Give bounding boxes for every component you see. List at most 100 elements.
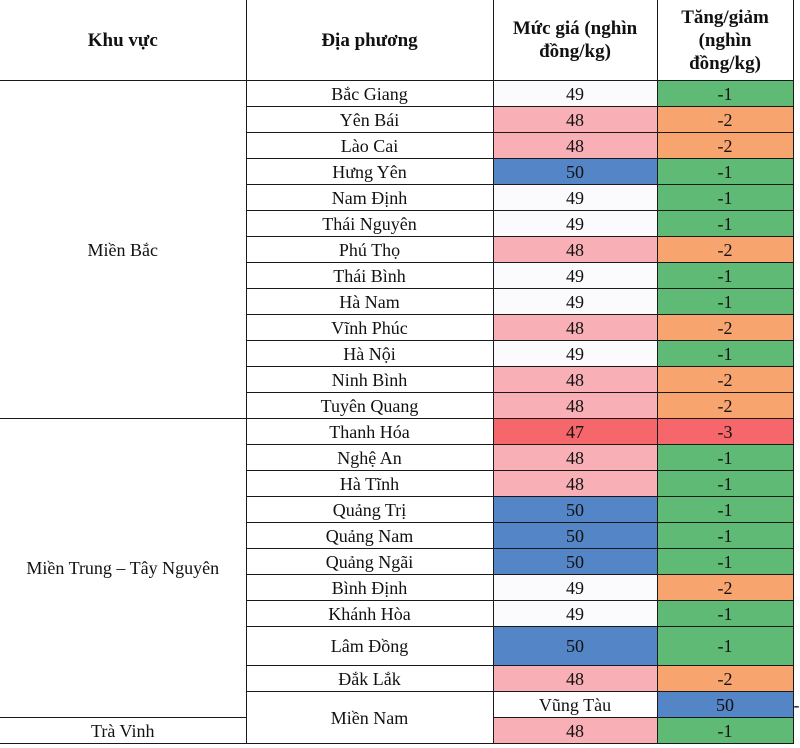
locality-cell: Vĩnh Phúc	[246, 314, 494, 341]
table-row: Khánh Hòa 49 -1	[0, 600, 794, 627]
price-cell: 48	[492, 444, 658, 471]
locality-cell: Yên Bái	[246, 106, 494, 133]
locality-cell: Nam Định	[246, 184, 494, 211]
change-cell: -2	[656, 132, 794, 159]
change-cell: -1	[656, 444, 794, 471]
change-cell: -1	[656, 340, 794, 367]
price-cell: 47	[492, 418, 658, 445]
locality-cell: Đắk Lắk	[246, 665, 494, 692]
locality-cell: Hà Nam	[246, 288, 494, 315]
locality-cell: Khánh Hòa	[246, 600, 494, 627]
header-row: Khu vực Địa phương Mức giá (nghìn đồng/k…	[0, 0, 794, 81]
header-region: Khu vực	[0, 0, 247, 81]
price-cell: 48	[492, 717, 658, 744]
table-row: Hà Nam 49 -1	[0, 288, 794, 315]
locality-cell: Thái Nguyên	[246, 210, 494, 237]
locality-cell: Quảng Trị	[246, 496, 494, 523]
price-cell: 48	[492, 132, 658, 159]
price-cell: 49	[492, 600, 658, 627]
change-cell: -1	[656, 262, 794, 289]
table-row: Bình Định 49 -2	[0, 574, 794, 601]
change-cell: -1	[656, 600, 794, 627]
price-cell: 48	[492, 470, 658, 497]
price-cell: 48	[492, 106, 658, 133]
change-cell: -1	[656, 626, 794, 666]
price-cell: 49	[492, 574, 658, 601]
table-row: Ninh Bình 48 -2	[0, 366, 794, 393]
change-cell: -3	[656, 418, 794, 445]
locality-cell: Nghệ An	[246, 444, 494, 471]
price-cell: 49	[492, 288, 658, 315]
price-cell: 50	[492, 548, 658, 575]
price-cell: 50	[492, 496, 658, 523]
table-row: Quảng Trị 50 -1	[0, 496, 794, 523]
table-row: Thái Nguyên 49 -1	[0, 210, 794, 237]
table-row: Vĩnh Phúc 48 -2	[0, 314, 794, 341]
change-cell: -2	[656, 366, 794, 393]
locality-cell: Lâm Đồng	[246, 626, 494, 666]
header-price: Mức giá (nghìn đồng/kg)	[492, 0, 658, 81]
change-cell: -2	[656, 574, 794, 601]
locality-cell: Quảng Nam	[246, 522, 494, 549]
change-cell: -1	[656, 496, 794, 523]
price-cell: 50	[492, 626, 658, 666]
table-row: Hà Tĩnh 48 -1	[0, 470, 794, 497]
price-cell: 49	[492, 210, 658, 237]
table-row: Lâm Đồng 50 -1	[0, 626, 794, 666]
table-row: Hưng Yên 50 -1	[0, 158, 794, 185]
price-cell: 48	[492, 665, 658, 692]
price-cell: 48	[492, 392, 658, 419]
change-cell: -2	[656, 236, 794, 263]
change-cell: -1	[656, 288, 794, 315]
locality-cell: Bình Định	[246, 574, 494, 601]
table-row: Miền Nam Vũng Tàu 50 -1	[0, 691, 800, 744]
locality-cell: Quảng Ngãi	[246, 548, 494, 575]
region-cell-south: Miền Nam	[246, 691, 494, 744]
table-row: Nghệ An 48 -1	[0, 444, 794, 471]
locality-cell: Lào Cai	[246, 132, 494, 159]
locality-cell: Trà Vinh	[0, 717, 247, 744]
locality-cell: Phú Thọ	[246, 236, 494, 263]
table-row: Trà Vinh 48 -1	[0, 717, 794, 744]
change-cell: -1	[656, 80, 794, 107]
region-cell-north: Miền Bắc	[0, 80, 247, 419]
locality-cell: Hà Nội	[246, 340, 494, 367]
price-cell: 49	[492, 80, 658, 107]
change-cell: -1	[656, 548, 794, 575]
price-cell: 50	[656, 691, 794, 718]
locality-cell: Thanh Hóa	[245, 418, 494, 445]
region-cell-central: Miền Trung – Tây Nguyên	[0, 418, 247, 718]
table-row: Quảng Nam 50 -1	[0, 522, 794, 549]
table-row: Thái Bình 49 -1	[0, 262, 794, 289]
price-cell: 49	[492, 184, 658, 211]
change-cell: -1	[656, 158, 794, 185]
table-row: Nam Định 49 -1	[0, 184, 794, 211]
change-cell: -2	[656, 665, 794, 692]
price-cell: 48	[492, 314, 658, 341]
change-cell: -1	[656, 210, 794, 237]
price-cell: 49	[492, 340, 658, 367]
change-cell: -1	[656, 522, 794, 549]
table-row: Miền Bắc Bắc Giang 49 -1	[0, 80, 794, 419]
price-cell: 50	[492, 522, 658, 549]
change-cell: -2	[656, 314, 794, 341]
header-locality: Địa phương	[245, 0, 494, 81]
locality-cell: Thái Bình	[246, 262, 494, 289]
change-cell: -2	[656, 106, 794, 133]
price-cell: 49	[492, 262, 658, 289]
price-cell: 48	[492, 366, 658, 393]
table-row: Hà Nội 49 -1	[0, 340, 794, 367]
change-cell: -1	[656, 184, 794, 211]
table-row: Quảng Ngãi 50 -1	[0, 548, 794, 575]
price-cell: 48	[492, 236, 658, 263]
locality-cell: Ninh Bình	[246, 366, 494, 393]
locality-cell: Vũng Tàu	[492, 691, 658, 718]
price-cell: 50	[492, 158, 658, 185]
header-change: Tăng/giảm (nghìn đồng/kg)	[656, 0, 794, 81]
change-cell: -2	[656, 392, 794, 419]
locality-cell: Tuyên Quang	[246, 392, 494, 419]
table-row: Yên Bái 48 -2	[0, 106, 794, 133]
table-row: Miền Trung – Tây Nguyên Thanh Hóa 47 -3	[0, 418, 794, 718]
locality-cell: Bắc Giang	[245, 80, 494, 107]
